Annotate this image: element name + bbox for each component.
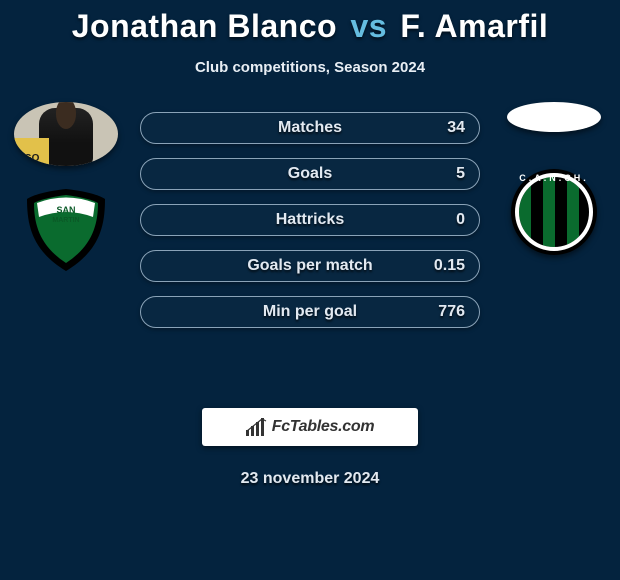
vs-text: vs xyxy=(350,8,387,44)
stat-value: 0 xyxy=(456,211,465,229)
stat-label: Goals xyxy=(288,165,332,183)
stat-label: Hattricks xyxy=(276,211,344,229)
stat-value: 0.15 xyxy=(434,257,465,275)
stat-row-goals: Goals 5 xyxy=(140,158,480,190)
stat-label: Goals per match xyxy=(247,257,372,275)
player1-avatar: GO xyxy=(14,102,118,166)
stat-row-hattricks: Hattricks 0 xyxy=(140,204,480,236)
stat-label: Min per goal xyxy=(263,303,357,321)
attribution-badge: FcTables.com xyxy=(202,408,418,446)
player1-club-badge: SAN MARTIN xyxy=(16,188,116,272)
stat-rows: Matches 34 Goals 5 Hattricks 0 Goals per… xyxy=(140,112,480,328)
left-column: GO SAN MARTIN xyxy=(6,102,126,272)
stat-value: 776 xyxy=(438,303,465,321)
stat-label: Matches xyxy=(278,119,342,137)
attribution-text: FcTables.com xyxy=(272,418,375,436)
chart-icon xyxy=(246,418,268,436)
player2-name: F. Amarfil xyxy=(400,8,548,44)
right-column: C.A.N.CH. xyxy=(494,102,614,254)
stat-value: 5 xyxy=(456,165,465,183)
stat-value: 34 xyxy=(447,119,465,137)
comparison-content: GO SAN MARTIN C.A.N.CH. xyxy=(0,112,620,372)
club2-initials: C.A.N.CH. xyxy=(511,173,597,183)
player1-name: Jonathan Blanco xyxy=(72,8,337,44)
player2-club-badge: C.A.N.CH. xyxy=(504,170,604,254)
svg-text:SAN: SAN xyxy=(56,205,75,215)
page-title: Jonathan Blanco vs F. Amarfil xyxy=(0,0,620,45)
svg-text:MARTIN: MARTIN xyxy=(52,217,79,224)
stat-row-matches: Matches 34 xyxy=(140,112,480,144)
subtitle: Club competitions, Season 2024 xyxy=(0,59,620,76)
stat-row-gpm: Goals per match 0.15 xyxy=(140,250,480,282)
player2-avatar-empty xyxy=(507,102,601,132)
avatar-stripe: GO xyxy=(14,138,49,166)
date-text: 23 november 2024 xyxy=(0,470,620,488)
stat-row-mpg: Min per goal 776 xyxy=(140,296,480,328)
